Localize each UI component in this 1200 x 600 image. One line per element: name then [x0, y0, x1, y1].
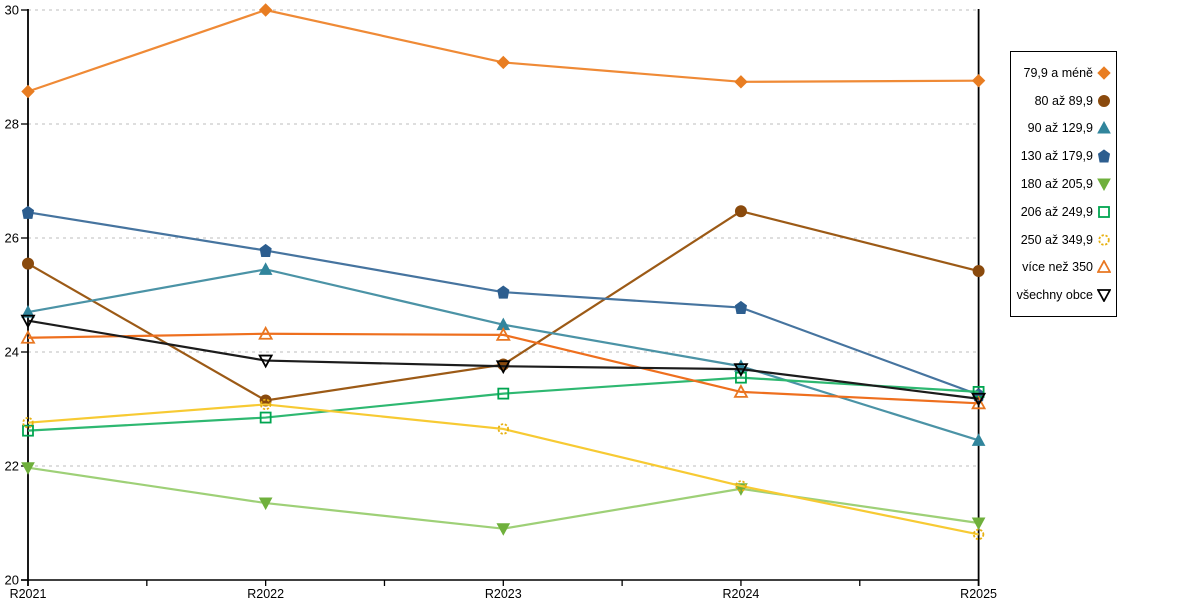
data-point-marker — [259, 398, 272, 411]
legend-item-1: 80 až 89,9 — [1011, 94, 1116, 108]
data-point-marker — [259, 243, 272, 258]
legend-item-6: 250 až 349,9 — [1011, 233, 1116, 247]
circle-marker-icon — [1098, 233, 1110, 246]
data-point-marker — [497, 423, 509, 435]
legend-label: všechny obce — [1016, 288, 1093, 303]
data-point-marker — [22, 416, 34, 429]
data-point-marker — [21, 462, 35, 475]
data-point-marker — [971, 433, 986, 446]
legend-label: 206 až 249,9 — [1020, 204, 1093, 219]
data-point-marker — [496, 55, 511, 70]
triangle-up-marker-icon — [1097, 121, 1111, 134]
data-point-marker — [258, 354, 274, 369]
series-line — [27, 403, 979, 536]
legend-item-8: všechny obce — [1011, 288, 1116, 303]
legend-item-4: 180 až 205,9 — [1011, 177, 1116, 191]
series-line — [27, 376, 979, 432]
y-tick-label: 30 — [5, 3, 19, 18]
y-tick-label: 26 — [5, 231, 19, 246]
data-point-marker — [21, 305, 35, 318]
data-point-marker — [21, 205, 35, 219]
legend-label: 90 až 129,9 — [1027, 121, 1093, 136]
data-point-marker — [972, 528, 985, 541]
legend-item-3: 130 až 179,9 — [1011, 149, 1116, 163]
legend: 79,9 a méně 80 až 89,9 90 až 129,9 130 až 1… — [1010, 51, 1117, 317]
series-180-a-205-9 — [21, 462, 986, 536]
data-point-marker — [733, 363, 749, 377]
series-v-echny-obce — [20, 314, 987, 407]
data-point-marker — [258, 325, 274, 340]
data-point-marker — [497, 387, 510, 400]
y-tick-label: 28 — [5, 117, 19, 132]
series-line — [27, 466, 979, 530]
series-90-a-129-9 — [21, 262, 986, 446]
triangle-down-marker-icon — [1097, 289, 1111, 303]
axes — [21, 9, 980, 586]
data-point-marker — [971, 517, 986, 531]
data-point-marker — [258, 3, 273, 17]
legend-item-5: 206 až 249,9 — [1011, 205, 1116, 219]
triangle-up-marker-icon — [1097, 260, 1111, 274]
pentagon-marker-icon — [1097, 149, 1111, 163]
legend-label: více než 350 — [1022, 260, 1093, 275]
data-point-marker — [971, 392, 987, 407]
data-point-marker — [734, 75, 748, 89]
series-v-ce-ne-350 — [20, 325, 987, 410]
legend-label: 130 až 179,9 — [1020, 149, 1093, 164]
data-point-marker — [22, 424, 34, 437]
data-point-marker — [495, 327, 511, 341]
data-point-marker — [21, 84, 35, 99]
x-tick-label: R2021 — [10, 587, 47, 600]
data-point-marker — [259, 411, 272, 424]
data-point-marker — [496, 523, 511, 536]
data-point-marker — [258, 262, 273, 275]
y-tick-label: 20 — [5, 573, 19, 588]
legend-label: 180 až 205,9 — [1020, 176, 1093, 191]
data-point-marker — [20, 329, 36, 344]
legend-item-2: 90 až 129,9 — [1011, 121, 1116, 135]
x-axis-ticks: R2021 R2022 R2023 R2024 R2025 — [10, 580, 997, 600]
data-point-marker — [497, 285, 510, 299]
series-line — [27, 332, 979, 405]
circle-marker-icon — [1098, 94, 1110, 107]
data-point-marker — [971, 73, 986, 88]
series-line — [27, 8, 979, 93]
data-point-marker — [734, 300, 747, 315]
data-point-marker — [971, 395, 987, 410]
triangle-down-marker-icon — [1097, 178, 1111, 191]
x-tick-label: R2024 — [723, 587, 760, 600]
y-tick-label: 24 — [5, 345, 19, 360]
series-line — [27, 319, 979, 400]
gridlines — [28, 9, 979, 467]
x-tick-label: R2023 — [485, 587, 522, 600]
series-79-9-a-m-n- — [21, 3, 986, 99]
data-point-marker — [735, 480, 747, 492]
diamond-marker-icon — [1097, 66, 1111, 80]
y-tick-label: 22 — [5, 459, 19, 474]
data-point-marker — [735, 371, 747, 384]
data-point-marker — [734, 205, 747, 218]
data-point-marker — [22, 257, 34, 270]
series-250-a-349-9 — [22, 398, 985, 541]
x-tick-label: R2025 — [960, 587, 997, 600]
y-axis-ticks: 20 22 24 26 28 30 — [5, 3, 28, 588]
legend-item-7: více než 350 — [1011, 260, 1116, 274]
data-point-marker — [972, 265, 985, 278]
legend-label: 79,9 a méně — [1023, 65, 1094, 80]
x-tick-label: R2022 — [247, 587, 284, 600]
legend-label: 80 až 89,9 — [1034, 93, 1093, 108]
square-marker-icon — [1098, 205, 1110, 218]
data-point-marker — [495, 360, 511, 375]
data-point-marker — [20, 314, 36, 329]
data-point-marker — [258, 497, 273, 511]
legend-item-0: 79,9 a méně — [1011, 66, 1116, 80]
series-130-a-179-9 — [21, 205, 985, 402]
legend-label: 250 až 349,9 — [1020, 232, 1093, 247]
data-point-marker — [733, 384, 749, 398]
series-206-a-249-9 — [22, 371, 985, 437]
